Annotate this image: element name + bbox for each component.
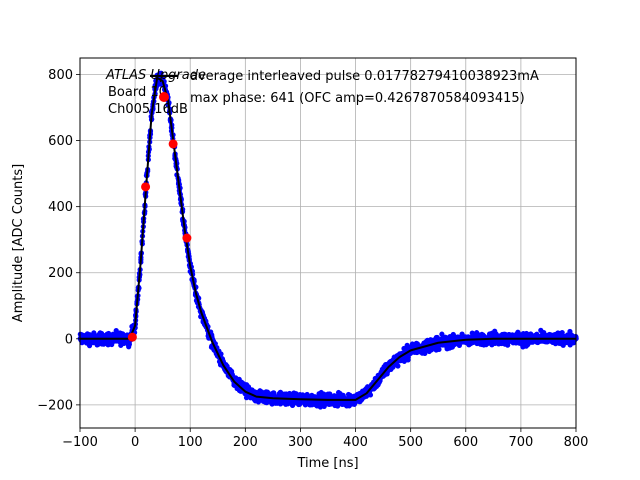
y-tick-label: 200 bbox=[48, 266, 73, 281]
noise-point bbox=[271, 390, 277, 396]
x-tick-label: 100 bbox=[178, 435, 203, 450]
max-phase-point bbox=[127, 332, 137, 342]
average-pulse-series bbox=[80, 76, 576, 401]
noise-point bbox=[126, 341, 132, 347]
y-axis-label: Amplitude [ADC Counts] bbox=[11, 164, 26, 322]
x-tick-label: 600 bbox=[453, 435, 478, 450]
plot-frame bbox=[79, 57, 577, 429]
x-axis-label: Time [ns] bbox=[296, 456, 358, 471]
noise-point bbox=[158, 70, 164, 76]
x-tick-label: −100 bbox=[62, 435, 98, 450]
legend-entry-max-phase: max phase: 641 (OFC amp=0.42678705840934… bbox=[190, 91, 525, 106]
legend-marker-swatch bbox=[159, 92, 169, 102]
x-tick-label: 700 bbox=[508, 435, 533, 450]
x-tick-label: 400 bbox=[343, 435, 368, 450]
y-tick-label: 400 bbox=[48, 200, 73, 215]
x-tick-label: 200 bbox=[233, 435, 258, 450]
noise-point bbox=[439, 331, 445, 337]
legend-entry-average-pulse: average interleaved pulse 0.017782794100… bbox=[190, 69, 539, 84]
noise-point bbox=[367, 392, 374, 398]
x-tick-label: 300 bbox=[288, 435, 313, 450]
y-tick-label: 800 bbox=[48, 68, 73, 83]
max-phase-series bbox=[127, 139, 192, 342]
noise-point bbox=[395, 363, 401, 369]
average-pulse-line bbox=[80, 76, 576, 401]
x-tick-label: 500 bbox=[398, 435, 423, 450]
annotation-line-2: Board 10 bbox=[108, 85, 167, 100]
legend: average interleaved pulse 0.017782794100… bbox=[150, 69, 539, 106]
annotation-line-3: Ch005 16dB bbox=[108, 102, 188, 117]
max-phase-point bbox=[168, 139, 178, 149]
noise-point bbox=[436, 346, 442, 353]
max-phase-point bbox=[182, 233, 192, 243]
x-tick-label: 0 bbox=[131, 435, 139, 450]
axis-ticks: −100 0 100 200 300 400 500 600 700 800 −200 0 200 400… bbox=[37, 68, 588, 450]
noise-point bbox=[218, 351, 224, 357]
y-tick-label: 600 bbox=[48, 134, 73, 149]
y-tick-label: 0 bbox=[65, 332, 73, 347]
y-tick-label: −200 bbox=[37, 398, 73, 413]
x-tick-label: 800 bbox=[564, 435, 589, 450]
max-phase-point bbox=[141, 182, 151, 192]
